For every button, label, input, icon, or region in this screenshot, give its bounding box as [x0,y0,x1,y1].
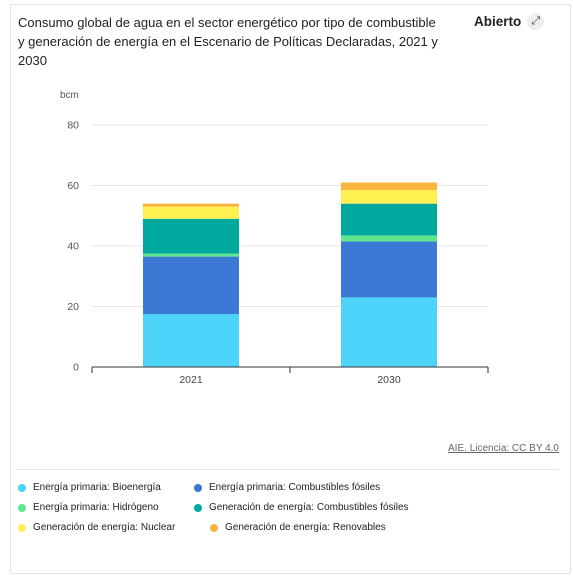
bar-segment [143,206,239,219]
y-axis-label: bcm [60,90,79,101]
legend-divider [16,469,559,470]
legend-label: Energía primaria: Combustibles fósiles [209,482,381,493]
y-tick-label: 40 [67,241,79,253]
y-tick-label: 60 [67,180,79,192]
legend-swatch [18,523,26,532]
legend-swatch [194,483,202,492]
legend-item[interactable]: Generación de energía: Nuclear [18,522,175,533]
bar-segment [143,218,239,254]
legend-item[interactable]: Generación de energía: Renovables [210,522,386,533]
bar-segment [341,203,437,236]
open-button[interactable]: Abierto ⤢ [474,13,545,30]
y-tick-label: 80 [67,120,79,132]
bar-segment [341,241,437,298]
bar-segment [341,182,437,191]
y-tick-label: 20 [67,301,79,313]
legend-item[interactable]: Generación de energía: Combustibles fósi… [194,502,409,513]
bar-segment [143,203,239,207]
legend-swatch [18,503,26,512]
legend-label: Generación de energía: Renovables [225,522,386,533]
legend-label: Energía primaria: Bioenergía [33,482,161,493]
bar-segment [341,297,437,367]
x-tick-label: 2030 [377,374,401,386]
legend-item[interactable]: Energía primaria: Combustibles fósiles [194,482,380,493]
bar-segment [341,190,437,204]
legend-swatch [18,483,26,492]
y-tick-label: 0 [73,362,79,374]
bar-segment [143,314,239,367]
legend-label: Generación de energía: Combustibles fósi… [209,502,409,513]
source-license-link[interactable]: AIE. Licencia: CC BY 4.0 [448,443,559,454]
legend-item[interactable]: Energía primaria: Bioenergía [18,482,161,493]
expand-icon: ⤢ [527,13,545,30]
legend-label: Energía primaria: Hidrógeno [33,502,159,513]
legend-item[interactable]: Energía primaria: Hidrógeno [18,502,159,513]
x-tick-label: 2021 [179,374,203,386]
legend-swatch [210,523,218,532]
legend-swatch [194,503,202,512]
bar-segment [143,256,239,315]
stacked-bar-chart: bcm 0 20 40 60 80 2021 2030 [60,90,489,386]
bar-segment [341,235,437,242]
chart-card [10,4,571,574]
bar-segment [143,253,239,257]
chart-title: Consumo global de agua en el sector ener… [18,15,438,68]
open-button-label: Abierto [474,14,522,29]
legend-label: Generación de energía: Nuclear [33,522,176,533]
